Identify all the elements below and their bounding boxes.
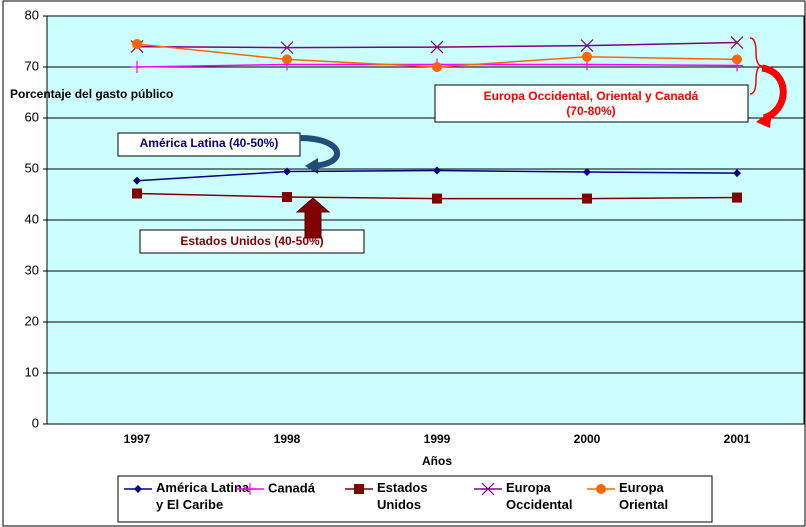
marker [283, 167, 291, 176]
marker [580, 39, 594, 53]
arrow [295, 197, 331, 239]
legend-label: América Latina y El Caribe [156, 480, 250, 512]
marker [432, 62, 442, 72]
marker [280, 41, 294, 55]
marker [132, 188, 142, 199]
marker [132, 39, 142, 50]
y-tick-label: 20 [25, 313, 39, 328]
marker [133, 176, 141, 185]
annotation: Estados Unidos (40-50%) [180, 234, 323, 248]
marker [430, 40, 444, 54]
marker [282, 54, 292, 65]
marker [732, 192, 742, 203]
marker [732, 54, 742, 65]
grid [47, 15, 804, 425]
annotation-box [434, 84, 749, 123]
legend-label: Europa Oriental [619, 480, 668, 512]
y-tick-label: 40 [25, 211, 39, 226]
x-tick-label: 1997 [124, 432, 151, 446]
x-tick-label: 1999 [424, 432, 451, 446]
marker [282, 192, 292, 203]
y-tick-label: 80 [25, 7, 39, 22]
marker [582, 51, 592, 62]
x-tick-label: 2000 [574, 432, 601, 446]
marker [134, 485, 142, 493]
y-tick-label: 30 [25, 262, 39, 277]
arrow-head [756, 110, 772, 128]
x-tick-label: 1998 [274, 432, 301, 446]
legend [117, 475, 713, 523]
marker [582, 193, 592, 204]
brace [749, 37, 763, 95]
legend-label: Europa Occidental [506, 480, 572, 512]
x-axis-label: Años [422, 454, 452, 468]
annotation: Europa Occidental, Oriental y Canadá [484, 89, 699, 103]
y-tick-label: 10 [25, 364, 39, 379]
annotation: (70-80%) [566, 104, 615, 118]
marker [354, 484, 364, 494]
annotation-box [117, 132, 301, 157]
annotation: América Latina (40-50%) [140, 136, 279, 150]
arrow [299, 135, 341, 169]
y-tick-label: 70 [25, 58, 39, 73]
y-tick-label: 60 [25, 109, 39, 124]
arrow-head [305, 158, 318, 174]
marker [244, 483, 256, 495]
marker [432, 193, 442, 204]
y-tick-label: 0 [32, 415, 39, 430]
marker [131, 61, 143, 73]
marker [583, 168, 591, 177]
marker [730, 36, 744, 49]
marker [733, 169, 741, 178]
marker [596, 484, 606, 494]
marker [433, 166, 441, 175]
legend-label: Estados Unidos [377, 480, 428, 512]
y-axis-label: Porcentaje del gasto público [10, 87, 173, 101]
marker [481, 482, 495, 496]
y-tick-label: 50 [25, 160, 39, 175]
x-tick-label: 2001 [724, 432, 751, 446]
legend-label: Canadá [268, 480, 316, 495]
